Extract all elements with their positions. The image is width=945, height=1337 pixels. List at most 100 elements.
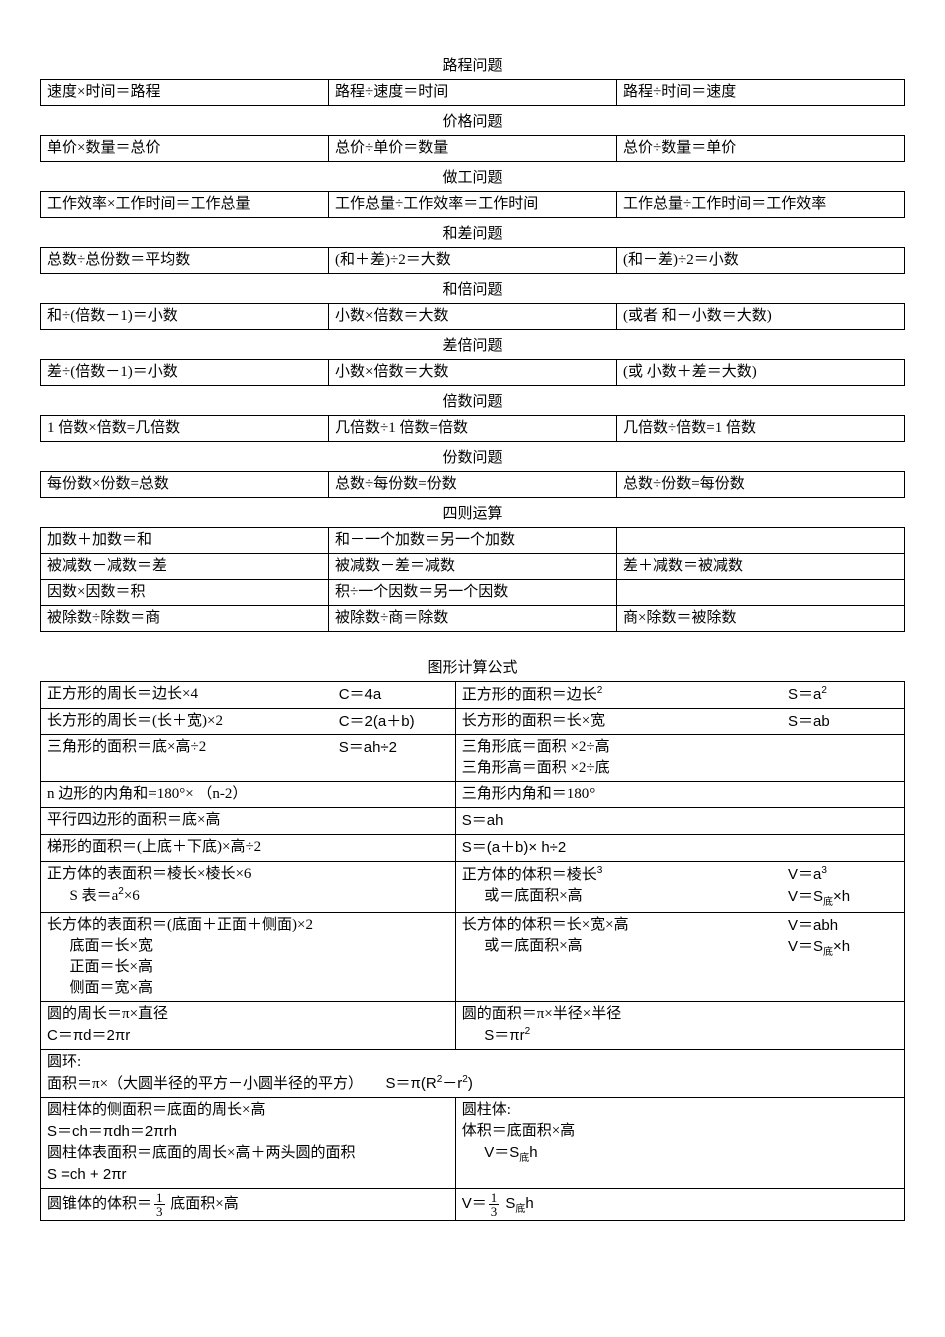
formula-cell: 长方形的面积＝长×宽S＝ab (455, 709, 904, 735)
formula-cell: 被减数－减数＝差 (41, 554, 329, 580)
formula-cell: 圆的面积＝π×半径×半径S＝πr2 (455, 1002, 904, 1050)
formula-cell: 因数×因数＝积 (41, 580, 329, 606)
formula-cell: 小数×倍数＝大数 (329, 360, 617, 386)
formula-cell: (和＋差)÷2＝大数 (329, 248, 617, 274)
formula-cell: 长方体的体积＝长×宽×高V＝abh或＝底面积×高V＝S底×h (455, 913, 904, 1002)
table-row: 梯形的面积＝(上底＋下底)×高÷2S＝(a＋b)× h÷2 (41, 835, 905, 862)
formula-cell: 三角形的面积＝底×高÷2S＝ah÷2 (41, 735, 456, 782)
formula-cell: 加数＋加数＝和 (41, 528, 329, 554)
table-row: n 边形的内角和=180°× （n-2）三角形内角和＝180° (41, 782, 905, 808)
formula-cell: 几倍数÷1 倍数=倍数 (329, 416, 617, 442)
table-row: 平行四边形的面积＝底×高S＝ah (41, 808, 905, 835)
formula-cell: 和÷(倍数－1)＝小数 (41, 304, 329, 330)
formula-cell: S＝(a＋b)× h÷2 (455, 835, 904, 862)
section-title: 和倍问题 (40, 278, 905, 299)
formula-cell: 1 倍数×倍数=几倍数 (41, 416, 329, 442)
formula-table: 和÷(倍数－1)＝小数小数×倍数＝大数(或者 和－小数＝大数) (40, 303, 905, 330)
table-row: 每份数×份数=总数总数÷每份数=份数总数÷份数=每份数 (41, 472, 905, 498)
formula-cell: 每份数×份数=总数 (41, 472, 329, 498)
formula-table: 总数÷总份数＝平均数(和＋差)÷2＝大数(和－差)÷2＝小数 (40, 247, 905, 274)
formula-cell: 圆柱体的侧面积＝底面的周长×高S＝ch＝πdh＝2πrh圆柱体表面积＝底面的周长… (41, 1098, 456, 1189)
formula-cell: 正方体的体积＝棱长3V＝a3或＝底面积×高V＝S底×h (455, 862, 904, 913)
formula-cell: 梯形的面积＝(上底＋下底)×高÷2 (41, 835, 456, 862)
formula-cell: 三角形内角和＝180° (455, 782, 904, 808)
formula-cell: n 边形的内角和=180°× （n-2） (41, 782, 456, 808)
formula-cell: 小数×倍数＝大数 (329, 304, 617, 330)
formula-table: 每份数×份数=总数总数÷每份数=份数总数÷份数=每份数 (40, 471, 905, 498)
formula-table: 单价×数量＝总价总价÷单价＝数量总价÷数量＝单价 (40, 135, 905, 162)
formula-cell: 差＋减数＝被减数 (617, 554, 905, 580)
formula-cell: V＝13 S底h (455, 1189, 904, 1221)
formula-cell: 圆锥体的体积＝13 底面积×高 (41, 1189, 456, 1221)
table-row: 差÷(倍数－1)＝小数小数×倍数＝大数(或 小数＋差＝大数) (41, 360, 905, 386)
section-title: 价格问题 (40, 110, 905, 131)
table-row: 圆柱体的侧面积＝底面的周长×高S＝ch＝πdh＝2πrh圆柱体表面积＝底面的周长… (41, 1098, 905, 1189)
table-row: 工作效率×工作时间＝工作总量工作总量÷工作效率＝工作时间工作总量÷工作时间＝工作… (41, 192, 905, 218)
table-row: 1 倍数×倍数=几倍数几倍数÷1 倍数=倍数几倍数÷倍数=1 倍数 (41, 416, 905, 442)
formula-cell: (和－差)÷2＝小数 (617, 248, 905, 274)
formula-cell: 圆柱体:体积＝底面积×高V＝S底h (455, 1098, 904, 1189)
formula-cell: 工作效率×工作时间＝工作总量 (41, 192, 329, 218)
table-row: 圆锥体的体积＝13 底面积×高V＝13 S底h (41, 1189, 905, 1221)
table-row: 长方形的周长＝(长＋宽)×2C＝2(a＋b)长方形的面积＝长×宽S＝ab (41, 709, 905, 735)
table-row: 正方体的表面积＝棱长×棱长×6S 表＝a2×6正方体的体积＝棱长3V＝a3或＝底… (41, 862, 905, 913)
formula-cell: 正方体的表面积＝棱长×棱长×6S 表＝a2×6 (41, 862, 456, 913)
section-title: 倍数问题 (40, 390, 905, 411)
formula-cell: 正方形的周长＝边长×4C＝4a (41, 682, 456, 709)
formula-cell: 圆环:面积＝π×（大圆半径的平方－小圆半径的平方） S＝π(R2－r2) (41, 1050, 905, 1098)
formula-cell: 路程÷时间＝速度 (617, 80, 905, 106)
section-title: 和差问题 (40, 222, 905, 243)
section-title: 四则运算 (40, 502, 905, 523)
formula-cell: 速度×时间＝路程 (41, 80, 329, 106)
formula-table: 1 倍数×倍数=几倍数几倍数÷1 倍数=倍数几倍数÷倍数=1 倍数 (40, 415, 905, 442)
formula-cell: 差÷(倍数－1)＝小数 (41, 360, 329, 386)
formula-cell: 工作总量÷工作效率＝工作时间 (329, 192, 617, 218)
table-row: 圆环:面积＝π×（大圆半径的平方－小圆半径的平方） S＝π(R2－r2) (41, 1050, 905, 1098)
section-title: 份数问题 (40, 446, 905, 467)
table-row: 加数＋加数＝和和－一个加数＝另一个加数 (41, 528, 905, 554)
table-row: 正方形的周长＝边长×4C＝4a正方形的面积＝边长2S＝a2 (41, 682, 905, 709)
formula-cell: 被除数÷商＝除数 (329, 606, 617, 632)
formula-cell: 积÷一个因数＝另一个因数 (329, 580, 617, 606)
formula-cell: 总价÷数量＝单价 (617, 136, 905, 162)
formula-table: 速度×时间＝路程路程÷速度＝时间路程÷时间＝速度 (40, 79, 905, 106)
formula-cell: 正方形的面积＝边长2S＝a2 (455, 682, 904, 709)
formula-cell: 单价×数量＝总价 (41, 136, 329, 162)
section-title: 路程问题 (40, 54, 905, 75)
formula-cell: 总数÷份数=每份数 (617, 472, 905, 498)
table-row: 三角形的面积＝底×高÷2S＝ah÷2三角形底＝面积 ×2÷高三角形高＝面积 ×2… (41, 735, 905, 782)
table-row: 总数÷总份数＝平均数(和＋差)÷2＝大数(和－差)÷2＝小数 (41, 248, 905, 274)
formula-cell: 几倍数÷倍数=1 倍数 (617, 416, 905, 442)
formula-cell: 总数÷总份数＝平均数 (41, 248, 329, 274)
formula-cell: 总价÷单价＝数量 (329, 136, 617, 162)
formula-cell (617, 528, 905, 554)
section-title: 差倍问题 (40, 334, 905, 355)
formula-cell: (或 小数＋差＝大数) (617, 360, 905, 386)
formula-cell: 总数÷每份数=份数 (329, 472, 617, 498)
geometry-table: 正方形的周长＝边长×4C＝4a正方形的面积＝边长2S＝a2长方形的周长＝(长＋宽… (40, 681, 905, 1221)
table-row: 和÷(倍数－1)＝小数小数×倍数＝大数(或者 和－小数＝大数) (41, 304, 905, 330)
table-row: 速度×时间＝路程路程÷速度＝时间路程÷时间＝速度 (41, 80, 905, 106)
table-row: 长方体的表面积＝(底面＋正面＋侧面)×2底面＝长×宽正面＝长×高侧面＝宽×高长方… (41, 913, 905, 1002)
geom-title: 图形计算公式 (40, 656, 905, 677)
formula-cell: 和－一个加数＝另一个加数 (329, 528, 617, 554)
formula-cell: S＝ah (455, 808, 904, 835)
formula-cell: 被减数－差＝减数 (329, 554, 617, 580)
formula-table: 工作效率×工作时间＝工作总量工作总量÷工作效率＝工作时间工作总量÷工作时间＝工作… (40, 191, 905, 218)
formula-cell: 平行四边形的面积＝底×高 (41, 808, 456, 835)
table-row: 单价×数量＝总价总价÷单价＝数量总价÷数量＝单价 (41, 136, 905, 162)
table-row: 因数×因数＝积积÷一个因数＝另一个因数 (41, 580, 905, 606)
table-row: 被减数－减数＝差被减数－差＝减数差＋减数＝被减数 (41, 554, 905, 580)
formula-cell: 长方体的表面积＝(底面＋正面＋侧面)×2底面＝长×宽正面＝长×高侧面＝宽×高 (41, 913, 456, 1002)
formula-cell: 圆的周长＝π×直径C＝πd＝2πr (41, 1002, 456, 1050)
table-row: 圆的周长＝π×直径C＝πd＝2πr圆的面积＝π×半径×半径S＝πr2 (41, 1002, 905, 1050)
formula-cell: 被除数÷除数＝商 (41, 606, 329, 632)
formula-cell: 三角形底＝面积 ×2÷高三角形高＝面积 ×2÷底 (455, 735, 904, 782)
section-title: 做工问题 (40, 166, 905, 187)
formula-cell: 工作总量÷工作时间＝工作效率 (617, 192, 905, 218)
formula-table: 差÷(倍数－1)＝小数小数×倍数＝大数(或 小数＋差＝大数) (40, 359, 905, 386)
formula-table: 加数＋加数＝和和－一个加数＝另一个加数被减数－减数＝差被减数－差＝减数差＋减数＝… (40, 527, 905, 632)
formula-cell: 商×除数＝被除数 (617, 606, 905, 632)
formula-cell: 长方形的周长＝(长＋宽)×2C＝2(a＋b) (41, 709, 456, 735)
formula-cell: (或者 和－小数＝大数) (617, 304, 905, 330)
